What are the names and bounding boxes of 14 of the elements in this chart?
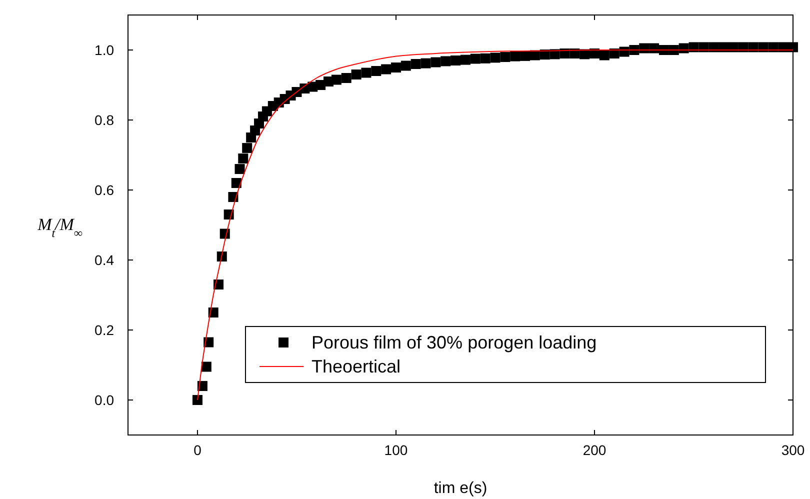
x-tick-label: 0 [194, 442, 202, 458]
y-tick-label: 0.8 [94, 112, 114, 128]
y-tick-label: 0.4 [94, 252, 114, 268]
x-tick-label: 300 [781, 442, 805, 458]
x-axis-title: tim e(s) [434, 480, 488, 497]
legend-label: Theoertical [312, 356, 401, 376]
x-tick-label: 200 [582, 442, 606, 458]
y-tick-label: 0.0 [94, 392, 114, 408]
y-tick-label: 1.0 [94, 42, 114, 58]
y-tick-label: 0.6 [94, 182, 114, 198]
legend-label: Porous film of 30% porogen loading [312, 332, 597, 352]
x-tick-label: 100 [384, 442, 408, 458]
y-tick-label: 0.2 [94, 322, 114, 338]
y-axis-title: M$_{t}$/M$_{∞}$ [36, 215, 83, 240]
